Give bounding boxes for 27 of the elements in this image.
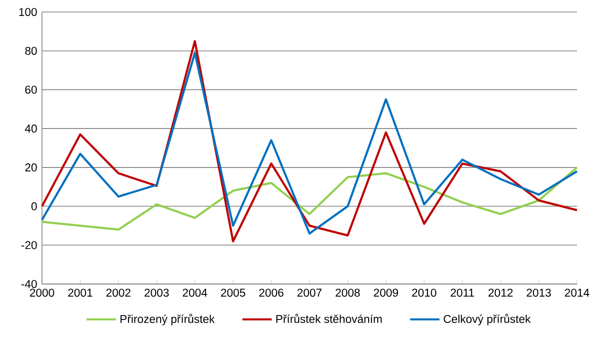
line-series [40, 166, 578, 231]
legend-label: Celkový přírůstek [444, 314, 531, 326]
x-tick-label: 2005 [221, 288, 246, 297]
x-tick-label: 2013 [526, 288, 551, 297]
y-tick-label: 60 [25, 86, 37, 94]
x-tick-label: 2012 [488, 288, 513, 297]
x-tick-label: 2014 [564, 288, 590, 297]
x-tick-label: 2006 [259, 288, 284, 297]
x-tick-label: 2000 [30, 288, 54, 297]
x-tick-label: 2001 [68, 288, 92, 297]
y-tick-label: -40 [21, 280, 37, 288]
legend-label: Přírůstek stěhováním [276, 314, 382, 324]
x-tick-label: 2008 [336, 288, 360, 297]
x-tick-label: 2009 [374, 288, 398, 297]
x-tick-label: 2003 [144, 288, 169, 297]
y-tick-label: 80 [25, 46, 37, 55]
y-tick-label: 40 [24, 124, 37, 133]
y-tick-label: 0 [31, 202, 37, 210]
x-tick-label: 2004 [182, 288, 208, 297]
legend-label: Přirozený přírůstek [120, 314, 215, 326]
x-tick-label: 2011 [450, 288, 474, 297]
x-tick-label: 2002 [106, 288, 130, 297]
y-tick-label: 100 [19, 8, 37, 16]
y-tick-label: 20 [25, 163, 37, 172]
y-tick-label: -20 [21, 241, 37, 250]
x-tick-label: 2010 [412, 288, 436, 297]
x-tick-label: 2007 [297, 288, 322, 297]
